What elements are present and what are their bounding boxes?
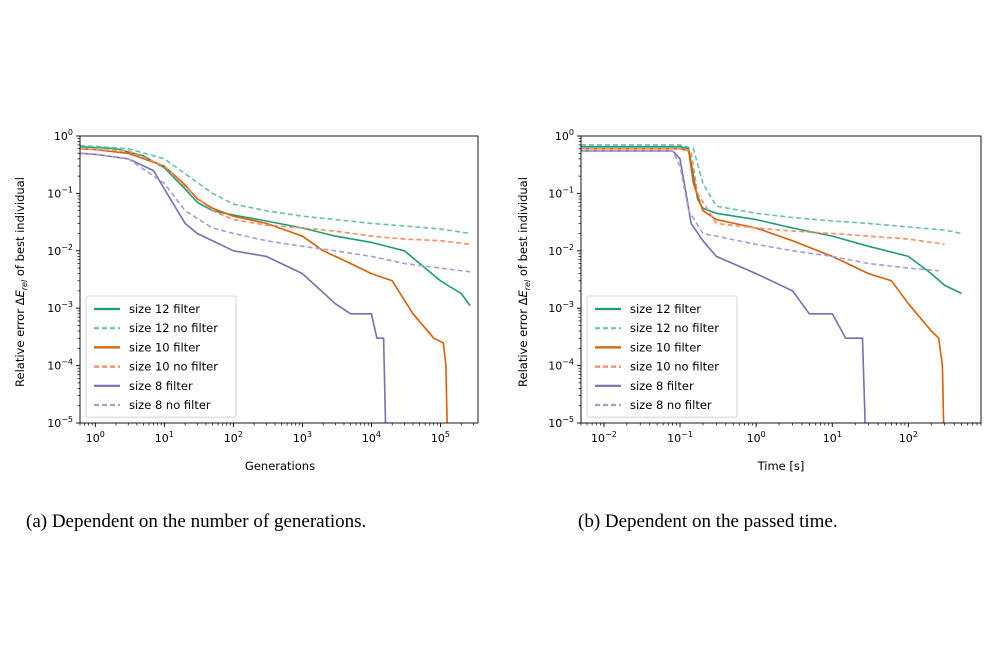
y-tick-label: 10−2: [548, 243, 574, 258]
legend-label: size 8 filter: [630, 379, 694, 393]
y-tick-label: 10−1: [47, 185, 73, 200]
legend-label: size 10 filter: [129, 340, 200, 354]
legend-label: size 8 no filter: [129, 398, 211, 412]
plot-frame: [79, 135, 479, 424]
chart-time: Relative error ΔErel of best individual …: [516, 128, 982, 532]
legend-box: [586, 295, 738, 418]
series-line-size-10-filter: [581, 147, 945, 423]
x-tick-label: 10−1: [667, 430, 693, 445]
legend-label: size 8 no filter: [630, 398, 712, 412]
y-tick-label: 100: [54, 128, 73, 143]
y-tick-label: 10−4: [548, 358, 574, 373]
y-tick-label: 10−5: [47, 415, 73, 430]
x-tick-label: 105: [431, 430, 450, 445]
series-line-size-12-filter: [581, 145, 962, 295]
legend: size 12 filter size 12 no filter size 10 f…: [85, 295, 237, 418]
series-group: [581, 144, 962, 423]
legend-label: size 12 no filter: [129, 321, 218, 335]
chart-generations: Relative error ΔErel of best individual …: [13, 128, 479, 532]
x-tick-label: 100: [86, 430, 105, 445]
legend-label: size 10 no filter: [630, 360, 719, 374]
x-axis-label: Generations: [245, 459, 315, 473]
y-axis-label: Relative error ΔErel of best individual: [13, 177, 29, 387]
series-group: [80, 144, 471, 423]
series-line-size-10-no-filter: [80, 147, 471, 246]
y-tick-label: 10−3: [548, 300, 574, 315]
series-line-size-8-no-filter: [581, 150, 939, 272]
x-tick-label: 101: [155, 430, 174, 445]
y-tick-label: 10−4: [47, 358, 73, 373]
y-axis-label: Relative error ΔErel of best individual: [516, 177, 532, 387]
legend-label: size 8 filter: [129, 379, 193, 393]
legend-label: size 10 filter: [630, 340, 701, 354]
x-tick-label: 102: [899, 430, 918, 445]
series-line-size-8-no-filter: [80, 152, 471, 273]
x-tick-label: 101: [823, 430, 842, 445]
y-tick-label: 10−1: [548, 185, 574, 200]
x-tick-label: 103: [293, 430, 312, 445]
series-line-size-8-filter: [80, 152, 387, 423]
caption: (a) Dependent on the number of generatio…: [26, 511, 366, 532]
y-tick-label: 100: [555, 128, 574, 143]
legend-label: size 12 no filter: [630, 321, 719, 335]
legend-label: size 12 filter: [129, 302, 200, 316]
legend-box: [85, 295, 237, 418]
plot-frame: [580, 135, 982, 424]
series-line-size-12-no-filter: [80, 144, 471, 235]
series-line-size-10-no-filter: [581, 147, 945, 246]
y-tick-label: 10−5: [548, 415, 574, 430]
x-tick-label: 102: [224, 430, 243, 445]
x-tick-label: 104: [362, 430, 381, 445]
x-tick-label: 10−2: [591, 430, 617, 445]
legend-label: size 10 no filter: [129, 360, 218, 374]
y-tick-label: 10−2: [47, 243, 73, 258]
series-line-size-8-filter: [581, 150, 866, 423]
series-line-size-12-no-filter: [581, 144, 962, 235]
y-tick-label: 10−3: [47, 300, 73, 315]
legend: size 12 filter size 12 no filter size 10 f…: [586, 295, 738, 418]
caption: (b) Dependent on the passed time.: [578, 511, 838, 532]
legend-label: size 12 filter: [630, 302, 701, 316]
x-tick-label: 100: [747, 430, 766, 445]
x-axis-label: Time [s]: [757, 459, 805, 473]
